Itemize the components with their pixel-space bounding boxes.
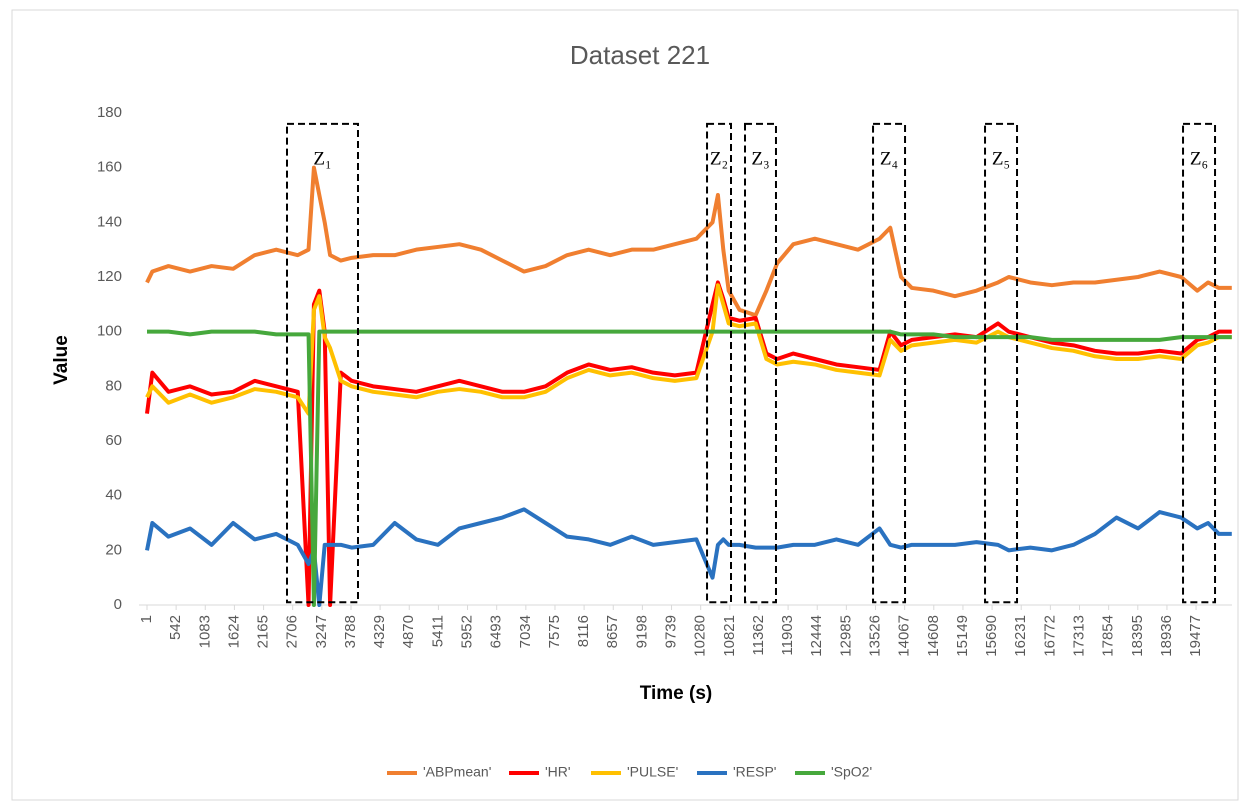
x-tick-label: 14608 [925,615,942,657]
x-tick-label: 3247 [313,615,330,648]
x-tick-label: 18395 [1129,615,1146,657]
x-tick-label: 14067 [896,615,913,657]
x-tick-label: 1 [138,615,155,623]
y-tick-label: 0 [114,596,122,613]
legend-label: 'SpO2' [831,764,872,780]
x-tick-label: 4870 [400,615,417,648]
x-tick-label: 12985 [837,615,854,657]
series-line [147,329,1232,607]
x-tick-label: 1083 [196,615,213,648]
zone-box [872,122,907,604]
x-tick-label: 16231 [1012,615,1029,657]
y-tick-label: 140 [97,213,122,230]
legend-label: 'HR' [545,764,571,780]
y-tick-label: 120 [97,268,122,285]
x-tick-label: 8657 [604,615,621,648]
y-tick-label: 80 [105,377,122,394]
x-tick-label: 7575 [546,615,563,648]
x-tick-label: 18936 [1158,615,1175,657]
x-tick-label: 5952 [459,615,476,648]
zone-box [706,122,733,604]
x-axis-label: Time (s) [640,683,713,704]
y-tick-label: 180 [97,104,122,121]
zone-label: Z₅ [992,148,1010,169]
zone-box [984,122,1019,604]
x-tick-label: 12444 [808,615,825,657]
x-tick-label: 19477 [1187,615,1204,657]
legend-label: 'RESP' [733,764,776,780]
zone-label: Z₃ [751,148,769,169]
zone-box [744,122,777,604]
x-tick-label: 9739 [663,615,680,648]
legend-label: 'ABPmean' [423,764,491,780]
x-tick-label: 2706 [284,615,301,648]
x-tick-label: 542 [167,615,184,640]
x-tick-label: 17313 [1070,615,1087,657]
x-tick-label: 7034 [517,615,534,648]
x-tick-label: 8116 [575,615,592,647]
x-tick-label: 9198 [633,615,650,648]
y-tick-label: 160 [97,159,122,176]
x-tick-label: 11362 [750,615,767,656]
y-tick-label: 100 [97,323,122,340]
y-tick-label: 60 [105,432,122,449]
x-tick-label: 1624 [225,615,242,648]
chart-title: Dataset 221 [570,40,710,70]
x-tick-label: 15690 [983,615,1000,657]
y-tick-label: 20 [105,541,122,558]
x-tick-label: 4329 [371,615,388,648]
x-tick-label: 6493 [488,615,505,648]
x-tick-label: 3788 [342,615,359,648]
zone-label: Z₄ [880,148,898,169]
legend-label: 'PULSE' [627,764,678,780]
zone-box [285,122,359,604]
x-tick-label: 17854 [1100,615,1117,657]
x-tick-label: 10821 [721,615,738,657]
x-tick-label: 10280 [692,615,709,657]
series-line [145,507,1232,607]
x-tick-label: 16772 [1041,615,1058,657]
x-tick-label: 15149 [954,615,971,657]
x-tick-label: 5411 [429,615,446,647]
zone-label: Z₂ [710,148,728,169]
zone-box [1182,122,1217,604]
y-tick-label: 40 [105,487,122,504]
chart-frame [11,9,1239,801]
x-tick-label: 13526 [866,615,883,657]
zone-label: Z₆ [1190,148,1208,169]
zone-label: Z₁ [313,148,331,169]
y-axis-label: Value [51,335,72,385]
series-line [145,165,1232,318]
x-tick-label: 11903 [779,615,796,656]
x-tick-label: 2165 [255,615,272,648]
